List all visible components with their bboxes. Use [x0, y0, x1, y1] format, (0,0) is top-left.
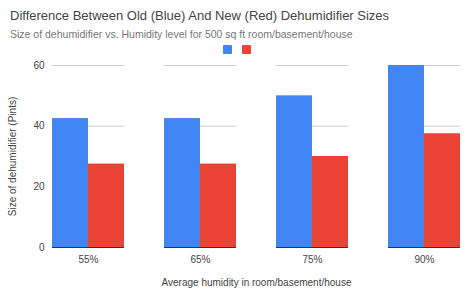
svg-text:75%: 75%: [302, 254, 322, 265]
svg-text:Size of dehumidifier (Pints): Size of dehumidifier (Pints): [7, 97, 18, 217]
html-text:Difference Between Old (Blue): Difference Between Old (Blue) And New (R…: [10, 8, 390, 23]
svg-text:90%: 90%: [414, 254, 434, 265]
svg-text:60: 60: [33, 60, 45, 71]
svg-text:65%: 65%: [190, 254, 210, 265]
svg-text:0: 0: [39, 242, 45, 253]
svg-text:20: 20: [33, 181, 45, 192]
svg-text:Average humidity in room/basem: Average humidity in room/basement/house: [162, 277, 352, 288]
html-text:Size of dehumidifier vs. Humid: Size of dehumidifier vs. Humidity level …: [10, 28, 353, 40]
svg-text:55%: 55%: [78, 254, 98, 265]
svg-text:40: 40: [33, 120, 45, 131]
